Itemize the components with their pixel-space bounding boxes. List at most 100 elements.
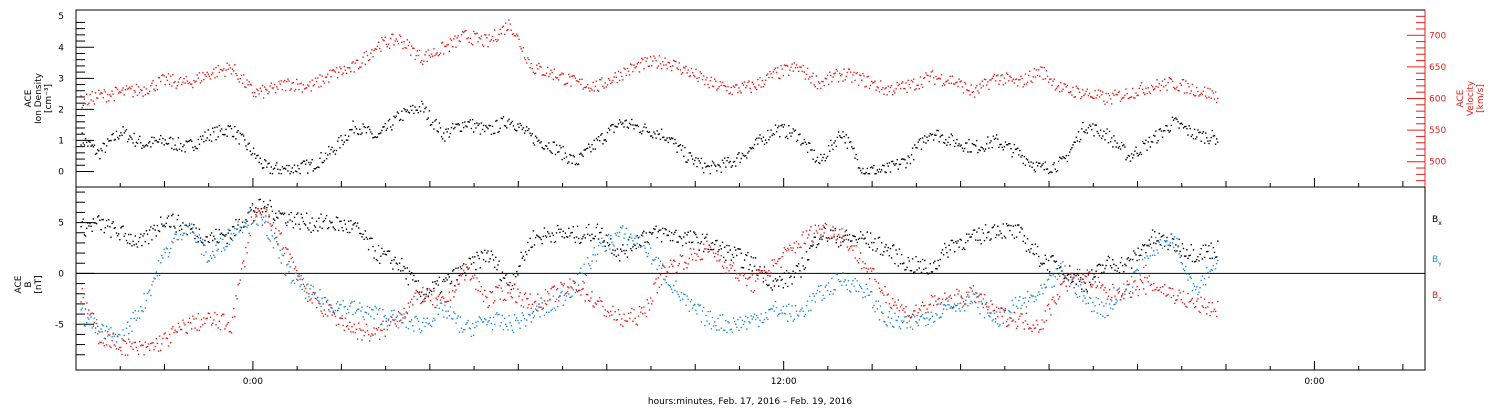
velocity-series-point	[219, 68, 222, 71]
density-series-point	[607, 127, 610, 130]
bz-series-point	[461, 264, 464, 267]
velocity-series-point	[868, 87, 871, 90]
bx-series-point	[942, 254, 945, 256]
bz-series-point	[565, 292, 568, 294]
density-series-point	[1094, 124, 1096, 126]
velocity-series-point	[847, 68, 850, 70]
by-series-point	[750, 315, 752, 317]
density-series-point	[418, 106, 421, 108]
density-series-point	[109, 140, 111, 142]
density-series-point	[717, 164, 719, 166]
density-series-point	[327, 154, 329, 156]
density-series-point	[322, 161, 324, 164]
density-series-point	[250, 154, 253, 156]
by-series-point	[873, 304, 875, 307]
by-series-point	[487, 321, 489, 323]
density-series-point	[700, 157, 703, 160]
density-series-point	[513, 128, 516, 130]
by-series-point	[779, 313, 781, 315]
density-series-point	[296, 171, 298, 173]
density-series-point	[144, 145, 146, 147]
by-series-point	[874, 311, 876, 313]
bz-series-point	[330, 306, 332, 309]
velocity-series-point	[1086, 88, 1088, 90]
by-series-point	[102, 325, 104, 327]
by-series-point	[679, 299, 682, 301]
by-series-point	[494, 323, 496, 326]
velocity-series-point	[97, 97, 99, 99]
by-series-point	[515, 319, 517, 322]
bz-series-point	[394, 323, 396, 325]
velocity-series-point	[727, 85, 729, 88]
bx-series-point	[1196, 258, 1198, 261]
bz-series-point	[458, 283, 460, 285]
bx-series-point	[277, 217, 279, 219]
by-series-point	[89, 324, 91, 326]
density-series-point	[732, 161, 735, 163]
bx-series-point	[944, 242, 946, 245]
bx-series-point	[741, 266, 744, 269]
density-series-point	[801, 142, 803, 145]
velocity-series-point	[1144, 93, 1146, 96]
bx-series-point	[663, 233, 665, 235]
bz-series-point	[264, 207, 266, 210]
bz-series-point	[881, 289, 883, 291]
density-series-point	[695, 157, 697, 159]
velocity-series-point	[505, 22, 507, 24]
bx-series-point	[450, 280, 453, 283]
bx-series-point	[261, 211, 264, 213]
velocity-series-point	[668, 62, 671, 64]
bz-series-point	[372, 334, 374, 336]
density-series-point	[205, 139, 207, 142]
velocity-series-point	[377, 41, 380, 43]
velocity-series-point	[459, 40, 462, 43]
density-series-point	[1059, 156, 1061, 158]
velocity-series-point	[790, 66, 792, 68]
density-series-point	[1118, 145, 1121, 148]
density-series-point	[763, 143, 766, 145]
bx-series-point	[1209, 257, 1211, 260]
velocity-series-point	[1084, 93, 1086, 95]
density-series-point	[645, 126, 647, 129]
bx-series-point	[845, 229, 847, 231]
density-series-point	[657, 133, 659, 136]
velocity-series-point	[1203, 86, 1206, 88]
bz-series-point	[351, 326, 353, 328]
velocity-series-point	[235, 72, 237, 75]
density-series-point	[784, 136, 787, 139]
density-series-point	[264, 159, 266, 161]
density-series-point	[197, 138, 199, 141]
by-series-point	[1103, 305, 1105, 307]
bx-series-point	[202, 242, 204, 244]
bx-series-point	[515, 276, 517, 278]
density-series-point	[892, 160, 894, 163]
bz-series-point	[524, 292, 527, 294]
bx-series-point	[988, 231, 990, 233]
density-series-point	[1168, 131, 1170, 133]
by-series-point	[923, 317, 925, 319]
bx-series-point	[821, 238, 823, 241]
bx-series-point	[145, 230, 148, 232]
bx-series-point	[802, 265, 804, 267]
density-series-point	[545, 145, 548, 147]
density-series-point	[92, 146, 94, 148]
density-series-point	[290, 170, 292, 173]
velocity-series-point	[400, 35, 402, 38]
bz-series-point	[795, 240, 798, 243]
velocity-series-point	[642, 58, 644, 61]
bz-series-point	[301, 279, 303, 281]
by-series-point	[249, 210, 251, 212]
velocity-series-point	[821, 80, 823, 83]
bz-series-point	[850, 245, 852, 248]
density-series-point	[460, 130, 463, 132]
velocity-series-point	[735, 84, 737, 86]
velocity-series-point	[818, 81, 820, 83]
bx-series-point	[754, 257, 757, 259]
velocity-series-point	[752, 83, 755, 85]
velocity-series-point	[94, 92, 97, 94]
bz-series-point	[635, 323, 637, 325]
density-series-point	[524, 130, 527, 132]
density-series-point	[780, 125, 782, 127]
bz-series-point	[406, 312, 408, 315]
bz-series-point	[738, 280, 740, 282]
